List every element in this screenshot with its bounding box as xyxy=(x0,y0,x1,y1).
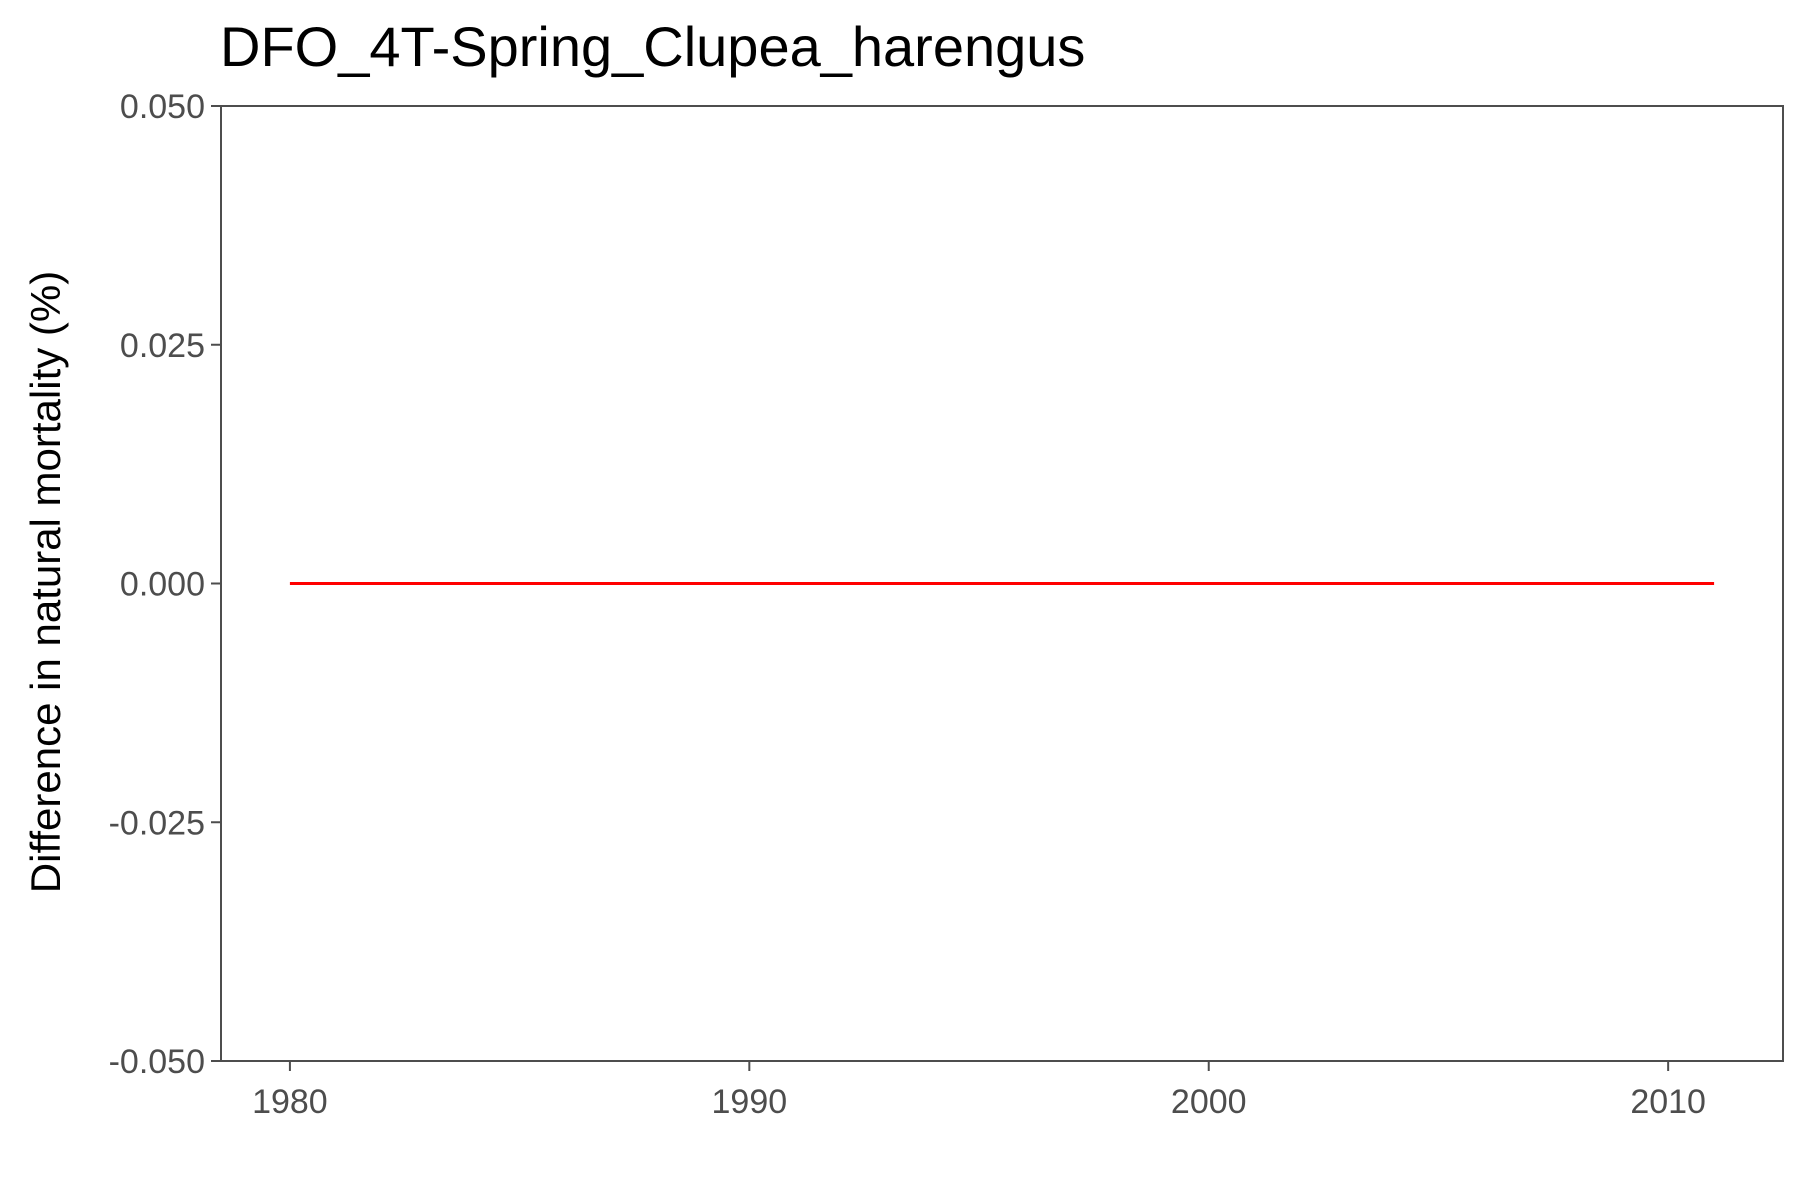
y-axis-label: Difference in natural mortality (%) xyxy=(22,271,69,893)
x-tick-label: 1980 xyxy=(252,1083,328,1121)
y-tick-label: 0.025 xyxy=(120,327,205,365)
y-tick-label: 0.000 xyxy=(120,566,205,604)
y-axis: -0.050 -0.025 0.000 0.025 0.050 xyxy=(109,88,221,1081)
y-tick-label: -0.050 xyxy=(109,1043,205,1081)
y-tick-label: -0.025 xyxy=(109,804,205,842)
chart-title: DFO_4T-Spring_Clupea_harengus xyxy=(220,15,1085,78)
x-tick-label: 2000 xyxy=(1171,1083,1247,1121)
x-axis: 1980 1990 2000 2010 xyxy=(252,1061,1706,1121)
x-tick-label: 1990 xyxy=(712,1083,788,1121)
y-tick-label: 0.050 xyxy=(120,88,205,126)
x-tick-label: 2010 xyxy=(1630,1083,1706,1121)
